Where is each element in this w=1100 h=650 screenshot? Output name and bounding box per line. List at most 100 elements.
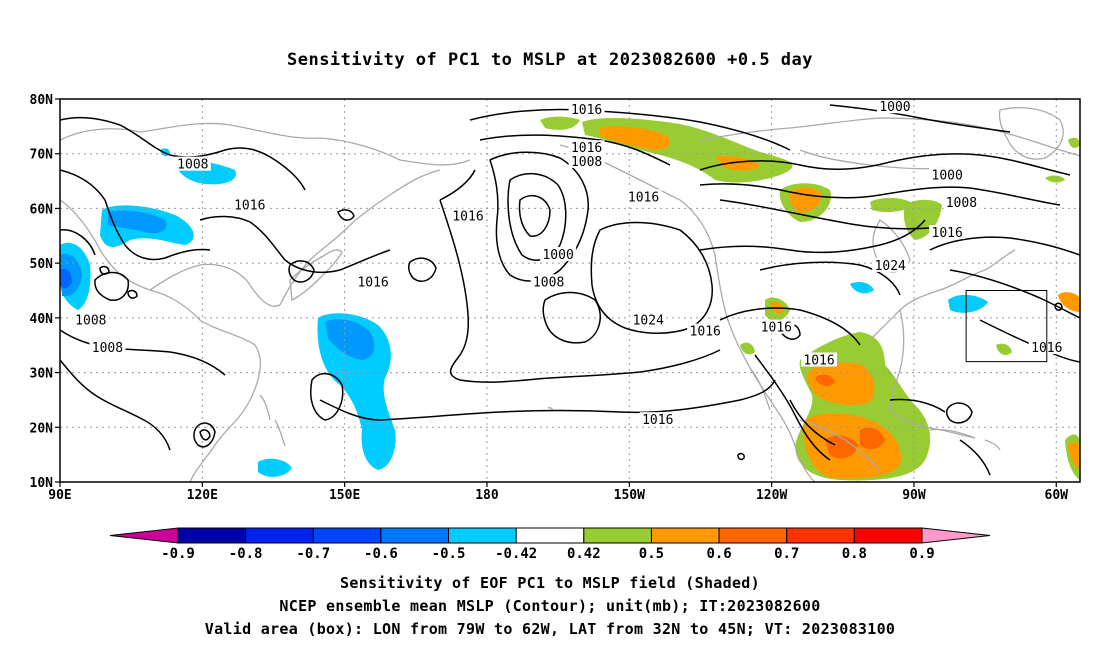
colorbar-label: 0.6: [706, 546, 731, 562]
map-axes: 10N 20N 30N 40N 50N 60N 70N 80N 90E 120E 150E 180 15…: [30, 93, 1069, 503]
lat-tick-label: 80N: [30, 93, 54, 108]
colorbar-label: -0.9: [161, 546, 195, 562]
shade-lev0: [258, 458, 292, 477]
shade-lev2: [825, 435, 858, 459]
contour-label-bg: [72, 312, 109, 327]
contour-label-bg: [943, 194, 980, 209]
lon-tick-label: 90W: [902, 488, 926, 503]
contour-1016-ring-5: [408, 257, 437, 282]
colorbar-segment: [380, 527, 450, 544]
contour-1016-ring-8: [737, 452, 745, 461]
colorbar-segment: [177, 527, 247, 544]
coast-japan: [289, 249, 343, 302]
contour-label-bg: [231, 197, 268, 212]
contour-label: 1000: [542, 248, 573, 263]
contour-label-bg: [876, 99, 913, 114]
contour-1016-atlantic: [929, 236, 1080, 319]
lat-tick-label: 70N: [30, 148, 54, 163]
shade-lev1: [715, 155, 760, 171]
contour-label-bg: [625, 189, 662, 204]
coast-asia: [60, 122, 471, 482]
coast-philippines: [259, 394, 286, 447]
colorbar-segment: [515, 527, 585, 544]
valid-area-box: [965, 290, 1048, 363]
contour-1016-ring-7: [1054, 302, 1063, 311]
colorbar-segment: [650, 527, 720, 544]
contour-1016-arctic: [469, 108, 791, 151]
contour-1016-ridge: [439, 169, 721, 383]
contour-1008-china: [60, 329, 226, 376]
contour-1008-west-1: [60, 116, 306, 191]
coast-na-east: [869, 249, 1016, 439]
contour-label: 1008: [946, 196, 977, 211]
contour-1008-ring-3: [199, 429, 211, 441]
contour-1016-ring-9: [99, 265, 110, 275]
shade-lev1: [600, 126, 671, 150]
contour-1016-west: [199, 215, 391, 273]
shade-lev0: [996, 343, 1012, 356]
contour-label: 1016: [932, 226, 963, 241]
contour-label-bg: [355, 274, 392, 289]
contour-label: 1016: [571, 141, 602, 156]
mslp-contours: [60, 104, 1080, 476]
colorbar-segment: [583, 527, 652, 544]
colorbar-min-triangle: [109, 527, 179, 544]
colorbar-label: 0.9: [909, 546, 934, 562]
colorbar-segment: [853, 527, 923, 544]
colorbar-segment: [718, 527, 788, 544]
contour-label: 1008: [92, 341, 123, 356]
contour-label-bg: [540, 246, 577, 261]
shade-positive-canada: [779, 137, 1080, 240]
coastlines: [60, 107, 1080, 482]
contour-label: 1016: [761, 321, 792, 336]
colorbar-label: 0.8: [842, 546, 867, 562]
contour-label: 1016: [452, 210, 483, 225]
colorbar-label: -0.5: [432, 546, 466, 562]
shade-lev1: [1058, 292, 1080, 312]
shade-lev2: [60, 268, 72, 289]
contour-1016-arctic-east: [829, 104, 1011, 133]
contour-1008-canada: [719, 199, 931, 230]
shade-lev0: [948, 294, 988, 313]
contour-label-bg: [929, 225, 966, 240]
colorbar-label: 0.5: [639, 546, 664, 562]
contour-label-bg: [174, 156, 211, 171]
caption-shading: Sensitivity of EOF PC1 to MSLP field (Sh…: [340, 574, 760, 592]
shade-lev1: [807, 362, 875, 406]
contour-1016-sub: [319, 379, 776, 421]
contour-label-bg: [758, 319, 795, 334]
shade-lev1: [325, 319, 375, 360]
contour-1008-west-2: [60, 169, 211, 261]
contour-label-bg: [687, 323, 724, 338]
shade-lev0: [870, 197, 915, 213]
shade-lev0: [317, 313, 396, 470]
contour-label-bg: [450, 208, 486, 223]
contour-label-bg: [630, 312, 667, 327]
colorbar-label: -0.42: [495, 546, 537, 562]
contour-1008-tibet: [94, 271, 130, 301]
contour-label: 1008: [75, 314, 106, 329]
contour-1016-north: [479, 134, 671, 166]
plot-frame: [59, 98, 1081, 483]
lat-tick-label: 60N: [30, 202, 54, 217]
lat-tick-label: 30N: [30, 367, 54, 382]
shade-lev0: [1045, 175, 1065, 183]
shade-lev2: [815, 374, 835, 387]
lon-tick-label: 90E: [48, 488, 71, 503]
map-title: Sensitivity of PC1 to MSLP at 2023082600…: [286, 50, 813, 70]
shade-lev1: [108, 210, 167, 234]
contour-label-bg: [929, 167, 966, 182]
lon-tick-label: 60W: [1045, 488, 1069, 503]
contour-label: 1008: [571, 155, 602, 170]
lon-tick-label: 180: [475, 488, 499, 503]
coast-caribbean: [929, 428, 1001, 451]
shade-lev0: [540, 116, 580, 130]
contour-label-bg: [639, 412, 676, 427]
colorbar-label: 0.7: [774, 546, 799, 562]
contour-label: 1016: [234, 199, 265, 214]
contour-1016-ring-6: [945, 402, 973, 424]
contour-1008-nw: [60, 229, 96, 256]
shade-lev0: [850, 282, 874, 294]
colorbar-segment: [786, 527, 855, 544]
